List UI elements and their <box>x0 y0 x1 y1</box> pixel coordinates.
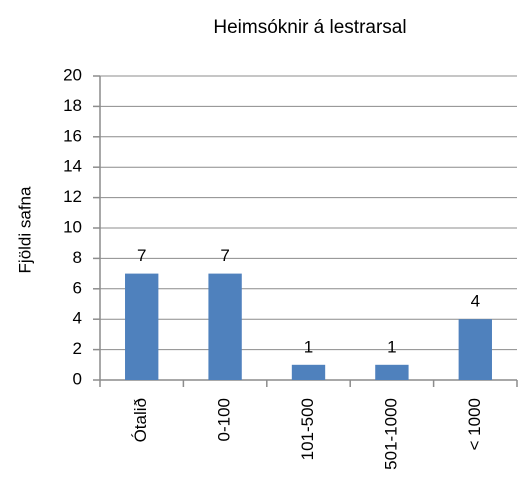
chart-title: Heimsóknir á lestrarsal <box>213 17 406 38</box>
y-tick-label: 12 <box>63 187 82 206</box>
x-tick-label: 501-1000 <box>381 398 400 470</box>
data-label: 4 <box>471 292 480 311</box>
x-tick-label: 101-500 <box>298 398 317 460</box>
y-tick-label: 4 <box>73 309 82 328</box>
y-tick-label: 10 <box>63 217 82 236</box>
y-tick-label: 16 <box>63 126 82 145</box>
y-tick-label: 20 <box>63 65 82 84</box>
bar <box>458 319 492 380</box>
y-tick-label: 18 <box>63 96 82 115</box>
bar <box>375 364 409 380</box>
y-tick-label: 0 <box>73 369 82 388</box>
bar <box>208 273 242 380</box>
y-tick-label: 14 <box>63 157 82 176</box>
bar <box>291 364 326 380</box>
x-tick-label: 0-100 <box>215 398 234 441</box>
data-label: 1 <box>387 337 396 356</box>
bar <box>125 273 159 380</box>
data-label: 1 <box>304 337 313 356</box>
x-tick-label: < 1000 <box>465 398 484 450</box>
y-tick-label: 6 <box>73 278 82 297</box>
x-tick-label: Ótalið <box>131 398 150 442</box>
data-label: 7 <box>137 246 146 265</box>
y-tick-label: 8 <box>73 248 82 267</box>
y-axis-label: Fjöldi safna <box>15 186 34 273</box>
y-tick-label: 2 <box>73 339 82 358</box>
data-label: 7 <box>220 246 229 265</box>
